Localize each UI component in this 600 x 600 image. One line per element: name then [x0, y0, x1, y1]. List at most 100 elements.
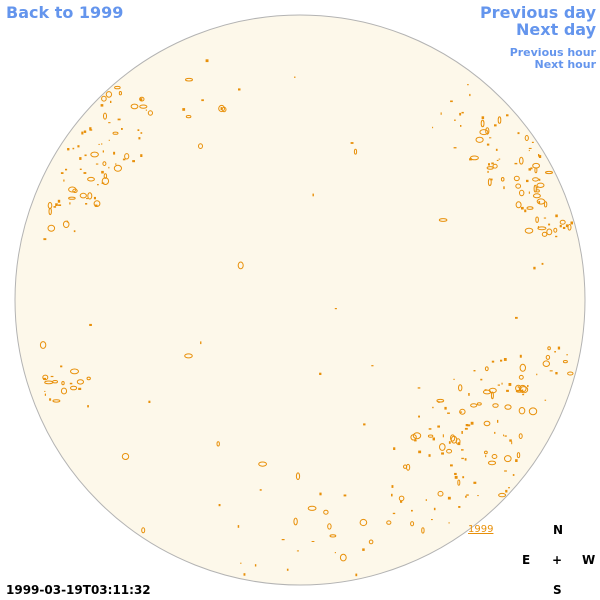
contour-mark — [486, 166, 494, 170]
contour-mark — [532, 177, 539, 182]
contour-mark — [504, 435, 507, 437]
contour-mark — [432, 126, 434, 129]
contour-mark — [524, 209, 527, 213]
contour-mark — [44, 390, 46, 392]
contour-mark — [77, 145, 80, 148]
contour-mark — [113, 151, 116, 155]
contour-mark — [461, 449, 464, 451]
contour-mark — [108, 139, 110, 141]
contour-mark — [515, 384, 522, 392]
contour-mark — [441, 452, 444, 455]
contour-mark — [147, 110, 153, 116]
contour-mark — [47, 224, 56, 232]
contour-mark — [431, 519, 433, 521]
contour-mark — [527, 385, 529, 388]
contour-mark — [293, 517, 298, 526]
contour-mark — [138, 137, 141, 140]
contour-mark — [562, 360, 568, 364]
contour-mark — [447, 496, 451, 500]
contour-mark — [513, 175, 520, 182]
back-to-year-link[interactable]: Back to 1999 — [6, 3, 124, 22]
contour-mark — [418, 450, 422, 454]
contour-mark — [437, 425, 440, 428]
contour-mark — [508, 487, 510, 489]
contour-mark — [436, 398, 445, 403]
contour-mark — [433, 507, 436, 511]
contour-mark — [496, 159, 499, 161]
contour-mark — [72, 147, 75, 150]
contour-mark — [515, 316, 518, 319]
contour-mark — [455, 438, 461, 445]
contour-mark — [526, 206, 534, 210]
contour-mark — [498, 492, 507, 498]
contour-mark — [79, 168, 82, 170]
contour-mark — [391, 485, 394, 488]
contour-mark — [102, 150, 104, 153]
contour-mark — [544, 399, 547, 401]
contour-mark — [339, 553, 347, 562]
contour-mark — [78, 387, 82, 390]
contour-mark — [428, 454, 431, 457]
contour-mark — [528, 149, 530, 152]
contour-mark — [73, 230, 76, 233]
contour-mark — [258, 461, 268, 467]
contour-mark — [240, 562, 242, 564]
contour-mark — [565, 224, 568, 228]
contour-mark — [486, 143, 490, 146]
contour-mark — [515, 183, 522, 189]
contour-mark — [506, 114, 509, 117]
contour-mark — [53, 206, 57, 208]
contour-mark — [562, 226, 566, 229]
contour-mark — [542, 360, 550, 368]
contour-mark — [101, 182, 105, 184]
contour-mark — [454, 475, 458, 479]
contour-mark — [497, 384, 500, 386]
contour-mark — [400, 500, 403, 503]
year-map-link[interactable]: 1999 — [468, 524, 494, 535]
previous-day-link[interactable]: Previous day — [479, 3, 596, 22]
contour-mark — [391, 493, 393, 497]
contour-mark — [65, 168, 68, 171]
contour-mark — [140, 154, 143, 157]
contour-mark — [487, 460, 497, 466]
contour-mark — [110, 100, 112, 103]
contour-mark — [528, 168, 531, 171]
contour-mark — [50, 375, 54, 378]
contour-mark — [137, 129, 140, 131]
contour-mark — [115, 163, 117, 165]
contour-mark — [90, 151, 99, 158]
contour-mark — [437, 401, 441, 403]
contour-mark — [61, 381, 65, 386]
contour-mark — [488, 163, 490, 166]
contour-mark — [494, 431, 496, 434]
contour-mark — [508, 383, 512, 386]
contour-mark — [476, 402, 482, 406]
contour-mark — [95, 163, 99, 165]
contour-mark — [68, 196, 76, 200]
contour-mark — [139, 104, 148, 109]
contour-mark — [67, 148, 70, 151]
contour-mark — [533, 266, 536, 270]
contour-mark — [522, 389, 524, 391]
contour-mark — [567, 371, 574, 376]
contour-mark — [518, 384, 527, 393]
contour-mark — [467, 84, 469, 86]
contour-mark — [414, 439, 417, 442]
contour-mark — [470, 403, 478, 408]
contour-mark — [122, 158, 126, 161]
previous-hour-link[interactable]: Previous hour — [509, 46, 596, 59]
contour-mark — [467, 424, 471, 427]
contour-mark — [509, 439, 512, 442]
next-day-link[interactable]: Next day — [516, 20, 596, 39]
contour-mark — [42, 374, 49, 381]
contour-mark — [140, 98, 143, 101]
compass-west-label: W — [582, 553, 596, 567]
contour-mark — [294, 76, 296, 78]
next-hour-link[interactable]: Next hour — [534, 58, 597, 71]
contour-mark — [516, 452, 521, 459]
contour-mark — [514, 162, 518, 165]
contour-mark — [410, 434, 417, 441]
contour-mark — [334, 308, 337, 310]
contour-mark — [541, 262, 544, 265]
